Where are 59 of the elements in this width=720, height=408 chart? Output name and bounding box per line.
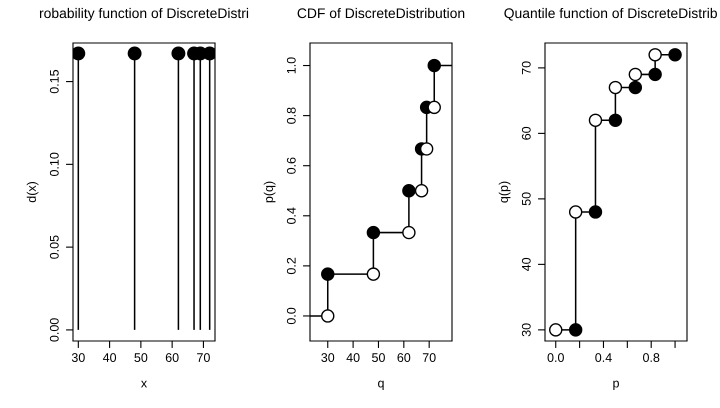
x-tick-label: 30 [321, 353, 334, 362]
point [628, 68, 642, 82]
y-tick-label: 50 [522, 192, 531, 206]
x-tick-label: 50 [372, 353, 385, 362]
point [568, 323, 582, 337]
y-tick-label: 70 [522, 61, 531, 74]
point [321, 309, 334, 323]
x-tick-label: 60 [398, 353, 410, 362]
point [366, 226, 380, 240]
y-tick-label: 0.2 [286, 258, 296, 274]
y-tick-label: 0.05 [50, 235, 59, 259]
chart-title: CDF of DiscreteDistribution [298, 8, 464, 18]
x-tick-label: 0.0 [548, 353, 564, 362]
y-tick-label: 0.4 [286, 207, 296, 224]
y-tick-label: 40 [522, 258, 531, 272]
point [628, 80, 642, 94]
x-axis-title: q [378, 380, 384, 390]
point [648, 68, 662, 82]
point [588, 114, 602, 127]
point [420, 142, 434, 156]
point [668, 48, 682, 62]
x-tick-label: 50 [134, 353, 148, 362]
y-axis-title: p(q) [264, 182, 276, 202]
point [428, 58, 441, 72]
x-tick-label: 40 [102, 353, 116, 362]
point [321, 267, 334, 281]
y-axis-title: q(p) [498, 182, 510, 203]
y-tick-label: 0.15 [50, 70, 59, 94]
point [608, 114, 622, 127]
point [366, 267, 380, 281]
chart-title: Quantile function of DiscreteDistrib [504, 8, 717, 21]
x-tick-label: 70 [197, 353, 210, 362]
x-tick-label: 0.4 [595, 353, 612, 362]
y-axis-title: d(x) [26, 182, 38, 202]
y-tick-label: 0.0 [286, 308, 296, 324]
point [588, 205, 602, 219]
x-tick-label: 30 [72, 353, 85, 362]
x-axis-title: x [141, 380, 147, 388]
point [402, 226, 416, 240]
y-tick-label: 0.8 [286, 107, 296, 124]
y-tick-label: 0.00 [50, 318, 59, 342]
x-tick-label: 70 [422, 353, 436, 362]
point [648, 48, 662, 62]
y-tick-label: 0.10 [50, 152, 59, 176]
y-tick-label: 0.6 [286, 158, 296, 174]
y-tick-label: 30 [522, 323, 531, 336]
point [414, 184, 428, 198]
x-axis-title: p [613, 380, 619, 390]
point [608, 80, 622, 94]
point [428, 100, 441, 114]
point [549, 323, 562, 337]
x-tick-label: 0.8 [643, 353, 660, 362]
y-tick-label: 60 [522, 126, 531, 140]
y-tick-label: 1.0 [286, 57, 296, 74]
point [568, 205, 582, 219]
chart-title: robability function of DiscreteDistri [40, 8, 248, 21]
x-tick-label: 60 [166, 353, 179, 362]
x-tick-label: 40 [346, 353, 360, 362]
point [402, 184, 416, 198]
